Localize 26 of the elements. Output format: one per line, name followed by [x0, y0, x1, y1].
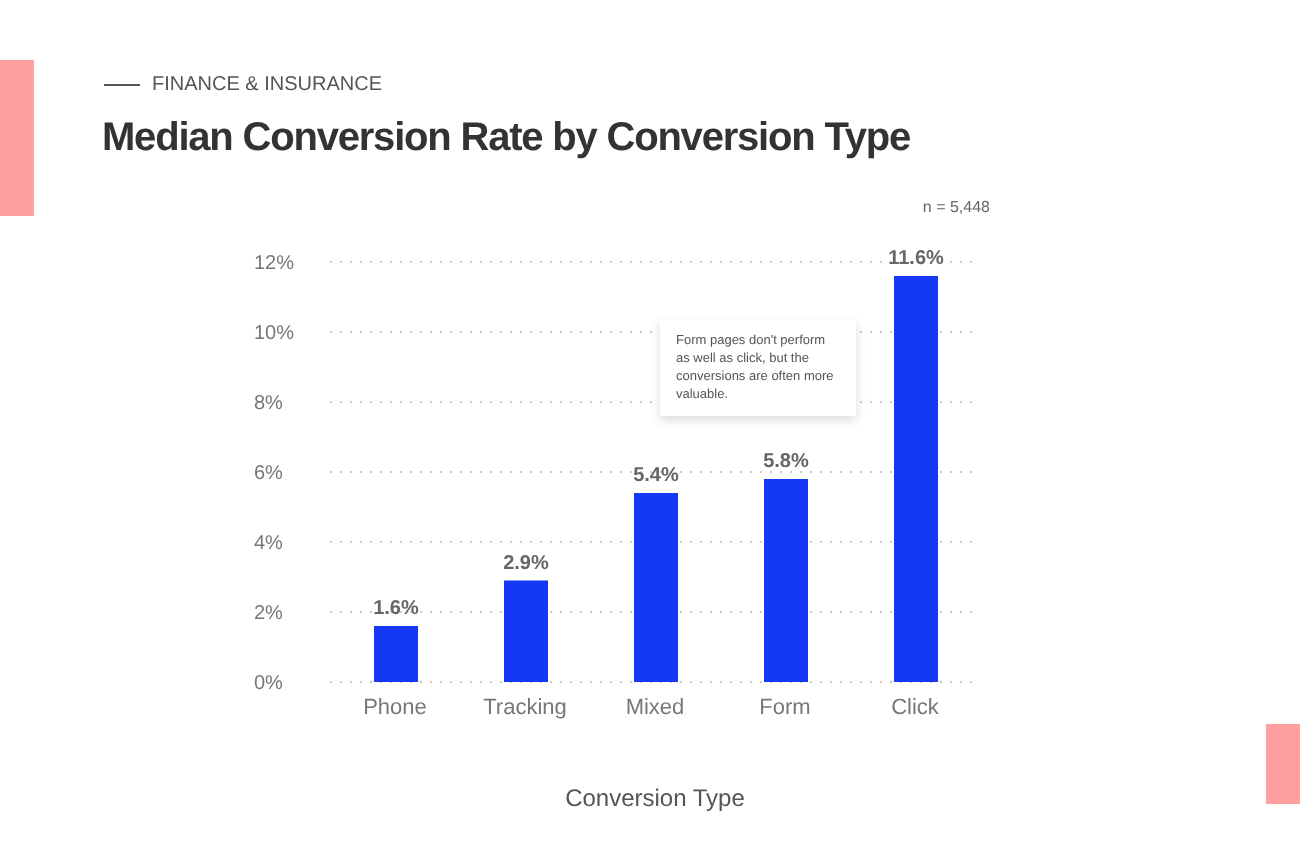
text: n = 5,448 — [920, 198, 990, 216]
y-tick-label: 10% — [254, 323, 295, 346]
x-axis-title: Conversion Type — [565, 784, 746, 812]
y-tick-label: 2% — [254, 603, 284, 626]
chart-subtitle: FINANCE & INSURANCE — [152, 74, 383, 96]
x-tick-label: Mixed — [625, 695, 685, 720]
chart-title: Median Conversion Rate by Conversion Type — [102, 116, 911, 162]
bar — [764, 479, 808, 682]
bar — [894, 276, 938, 682]
data-label: 11.6% — [888, 248, 945, 270]
x-tick-label: Phone — [363, 695, 427, 720]
y-tick-label: 8% — [254, 393, 284, 416]
bar — [634, 493, 678, 682]
x-tick-label: Tracking — [483, 695, 567, 720]
y-tick-label: 12% — [254, 253, 295, 276]
x-tick-label: Form — [759, 695, 811, 720]
y-tick-label: 4% — [254, 533, 284, 556]
x-tick-label: Click — [891, 695, 940, 720]
data-label: 2.9% — [503, 552, 550, 575]
data-label: 5.4% — [633, 465, 680, 487]
y-tick-label: 0% — [254, 673, 284, 696]
bar — [374, 626, 418, 682]
data-label: 1.6% — [373, 598, 420, 620]
bar — [504, 580, 548, 682]
y-tick-label: 6% — [254, 463, 284, 486]
data-label: 5.8% — [763, 451, 810, 473]
